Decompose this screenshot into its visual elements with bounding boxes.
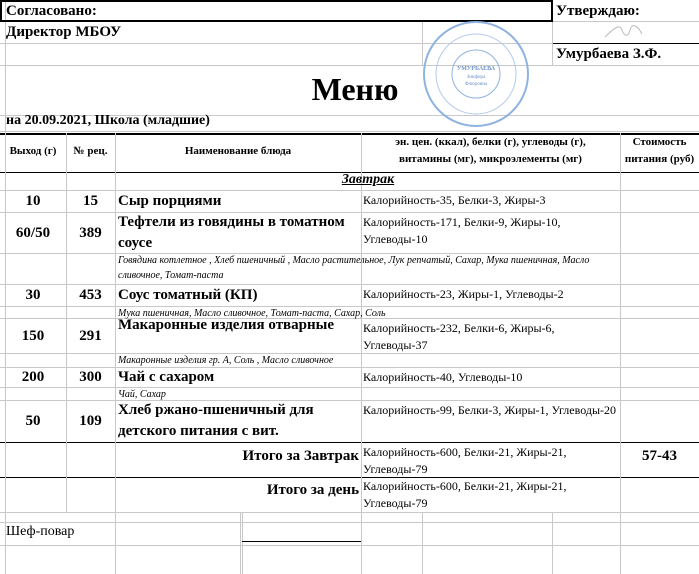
row-nutrition: Калорийность-35, Белки-3, Жиры-3 [363,193,546,207]
row-ingredients: Чай, Сахар [118,389,166,400]
row-yield: 150 [21,327,45,344]
grid-line [0,306,699,307]
grid-line [0,367,699,368]
approver-name: Умурбаева З.Ф. [556,46,662,62]
svg-text:УМУРБАЕВА: УМУРБАЕВА [457,66,496,72]
agreed-label: Согласовано: [6,3,97,19]
grid-line [0,65,699,66]
col-nutrition-2: витамины (мг), микроэлементы (мг) [399,153,582,165]
subtitle: на 20.09.2021, Школа (младшие) [6,113,210,128]
meal-title: Завтрак [341,172,395,187]
row-yield: 60/50 [15,224,51,241]
grid-line [552,21,553,65]
row-yield: 30 [25,287,41,303]
grid-line [0,477,699,478]
total-meal-label: Итого за Завтрак [242,448,359,464]
page-title: Меню [311,71,399,107]
total-day-label: Итого за день [266,482,359,498]
grid-line [553,43,699,44]
col-yield: Выход (г) [9,145,57,157]
row-dish-name: Сыр порциями [118,192,222,209]
grid-line [0,284,699,285]
grid-line [115,512,116,574]
grid-line [361,133,362,512]
grid-line [0,353,699,354]
col-cost-2: питания (руб) [624,153,695,165]
grid-line [0,522,699,523]
col-recipe: № рец. [73,145,108,157]
grid-line [0,545,699,546]
signature-icon [604,25,643,38]
director-label: Директор МБОУ [6,24,122,40]
row-ingredients: Говядина котлетное , Хлеб пшеничный , Ма… [118,255,590,281]
row-ingredients: Мука пшеничная, Масло сливочное, Томат-п… [118,308,386,319]
grid-line [422,512,423,574]
grid-line [620,133,621,512]
row-dish-name: Макаронные изделия отварные [118,316,335,333]
row-dish-name: Чай с сахаром [118,368,215,385]
grid-line [0,190,699,191]
grid-line [422,21,423,65]
row-yield: 10 [25,193,41,209]
grid-line [552,512,553,574]
grid-line [0,512,699,513]
row-nutrition: Калорийность-23, Жиры-1, Углеводы-2 [363,287,564,301]
row-recipe: 300 [79,369,102,385]
row-nutrition: Калорийность-232, Белки-6, Жиры-6, Углев… [363,321,555,352]
svg-text:Зинфира: Зинфира [467,75,486,80]
col-nutrition-1: эн. цен. (ккал), белки (г), углеводы (г)… [395,136,586,148]
row-nutrition: Калорийность-171, Белки-9, Жиры-10, Угле… [363,215,561,246]
total-meal-cost: 57-43 [642,448,677,464]
row-dish-name: Тефтели из говядины в томатном соусе [118,213,345,251]
grid-line [66,133,67,512]
grid-line [0,387,699,388]
grid-line [240,512,241,574]
grid-line [0,115,699,116]
grid-line [0,253,699,254]
chef-label: Шеф-повар [6,524,75,539]
col-name: Наименование блюда [184,145,292,157]
grid-line [5,0,6,574]
row-dish-name: Соус томатный (КП) [118,286,258,303]
row-yield: 50 [25,413,41,429]
row-ingredients: Макаронные изделия гр. А, Соль , Масло с… [118,355,334,366]
stamp-icon: УМУРБАЕВА Зинфира Флюровна [423,21,529,127]
approve-label: Утверждаю: [556,3,640,19]
row-recipe: 109 [79,413,102,429]
grid-line [0,442,699,443]
grid-line [242,512,243,574]
row-dish-name: Хлеб ржано-пшеничный для детского питани… [118,402,314,439]
row-nutrition: Калорийность-40, Углеводы-10 [363,370,523,384]
signature-line [242,541,361,542]
grid-line [620,512,621,574]
row-yield: 200 [21,369,45,385]
grid-line [115,133,116,512]
grid-line [0,133,699,135]
grid-line [0,43,699,44]
col-cost-1: Стоимость [632,136,687,148]
grid-line [361,512,362,574]
grid-line [0,131,699,132]
selected-cell[interactable] [0,0,553,22]
total-meal-nutrition: Калорийность-600, Белки-21, Жиры-21, Угл… [363,445,567,476]
grid-line [0,212,699,213]
grid-line [0,318,699,319]
total-day-nutrition: Калорийность-600, Белки-21, Жиры-21, Угл… [363,479,567,510]
row-nutrition: Калорийность-99, Белки-3, Жиры-1, Углево… [363,403,617,417]
grid-line [0,172,699,173]
row-recipe: 389 [79,224,102,241]
svg-text:Флюровна: Флюровна [465,82,488,87]
row-recipe: 453 [79,287,102,303]
row-recipe: 291 [79,327,102,344]
grid-line [0,400,699,401]
row-recipe: 15 [83,193,98,209]
